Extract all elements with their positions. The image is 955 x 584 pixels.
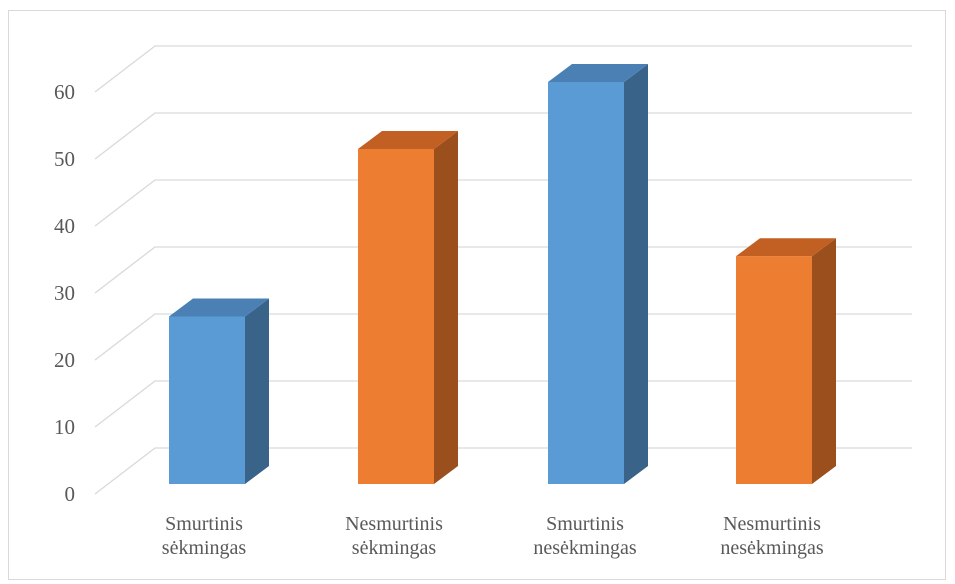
x-category-label-line: Smurtinis xyxy=(165,513,243,535)
bar-side xyxy=(245,298,269,484)
bar-front xyxy=(548,82,624,484)
gridline-10 xyxy=(94,380,912,428)
gridline-20 xyxy=(94,313,912,361)
bar-3 xyxy=(548,64,648,484)
x-category-label-line: nesėkmingas xyxy=(720,537,824,559)
bar-2 xyxy=(358,131,458,484)
y-tick-label: 60 xyxy=(54,80,75,104)
x-category-label: Nesmurtinis sėkmingas xyxy=(345,513,443,559)
y-tick-label: 0 xyxy=(65,482,76,506)
y-axis-ticks: 0 10 20 30 40 50 60 xyxy=(54,80,75,506)
gridlines xyxy=(94,45,912,495)
y-tick-label: 30 xyxy=(54,281,75,305)
bar-side xyxy=(434,131,458,484)
bar-1 xyxy=(169,298,269,484)
x-category-label: Smurtinis sėkmingas xyxy=(162,513,247,559)
y-tick-label: 50 xyxy=(54,147,75,171)
x-category-label-line: sėkmingas xyxy=(352,537,437,559)
bar-4 xyxy=(736,238,836,484)
gridline-30 xyxy=(94,246,912,294)
bar-top xyxy=(169,298,269,317)
bar-front xyxy=(736,256,812,484)
y-tick-label: 40 xyxy=(54,214,75,238)
x-category-label-line: sėkmingas xyxy=(162,537,247,559)
x-category-label-line: Nesmurtinis xyxy=(723,513,821,535)
bar-front xyxy=(169,316,245,484)
x-category-label: Smurtinis nesėkmingas xyxy=(533,513,637,559)
bars xyxy=(169,64,836,484)
bar-top xyxy=(358,131,458,149)
x-category-label-line: Nesmurtinis xyxy=(345,513,443,535)
bar-side xyxy=(624,64,648,484)
y-tick-label: 20 xyxy=(54,348,75,372)
bar-top xyxy=(736,238,836,257)
x-category-label-line: Smurtinis xyxy=(546,513,624,535)
y-tick-label: 10 xyxy=(54,415,75,439)
gridline-40 xyxy=(94,179,912,227)
gridline-50 xyxy=(94,112,912,160)
bar-top xyxy=(548,64,648,82)
bar-front xyxy=(358,149,434,484)
gridline-60 xyxy=(94,45,912,93)
gridline-0 xyxy=(94,447,912,495)
x-category-label: Nesmurtinis nesėkmingas xyxy=(720,513,824,559)
x-category-label-line: nesėkmingas xyxy=(533,537,637,559)
bar-side xyxy=(812,238,836,484)
